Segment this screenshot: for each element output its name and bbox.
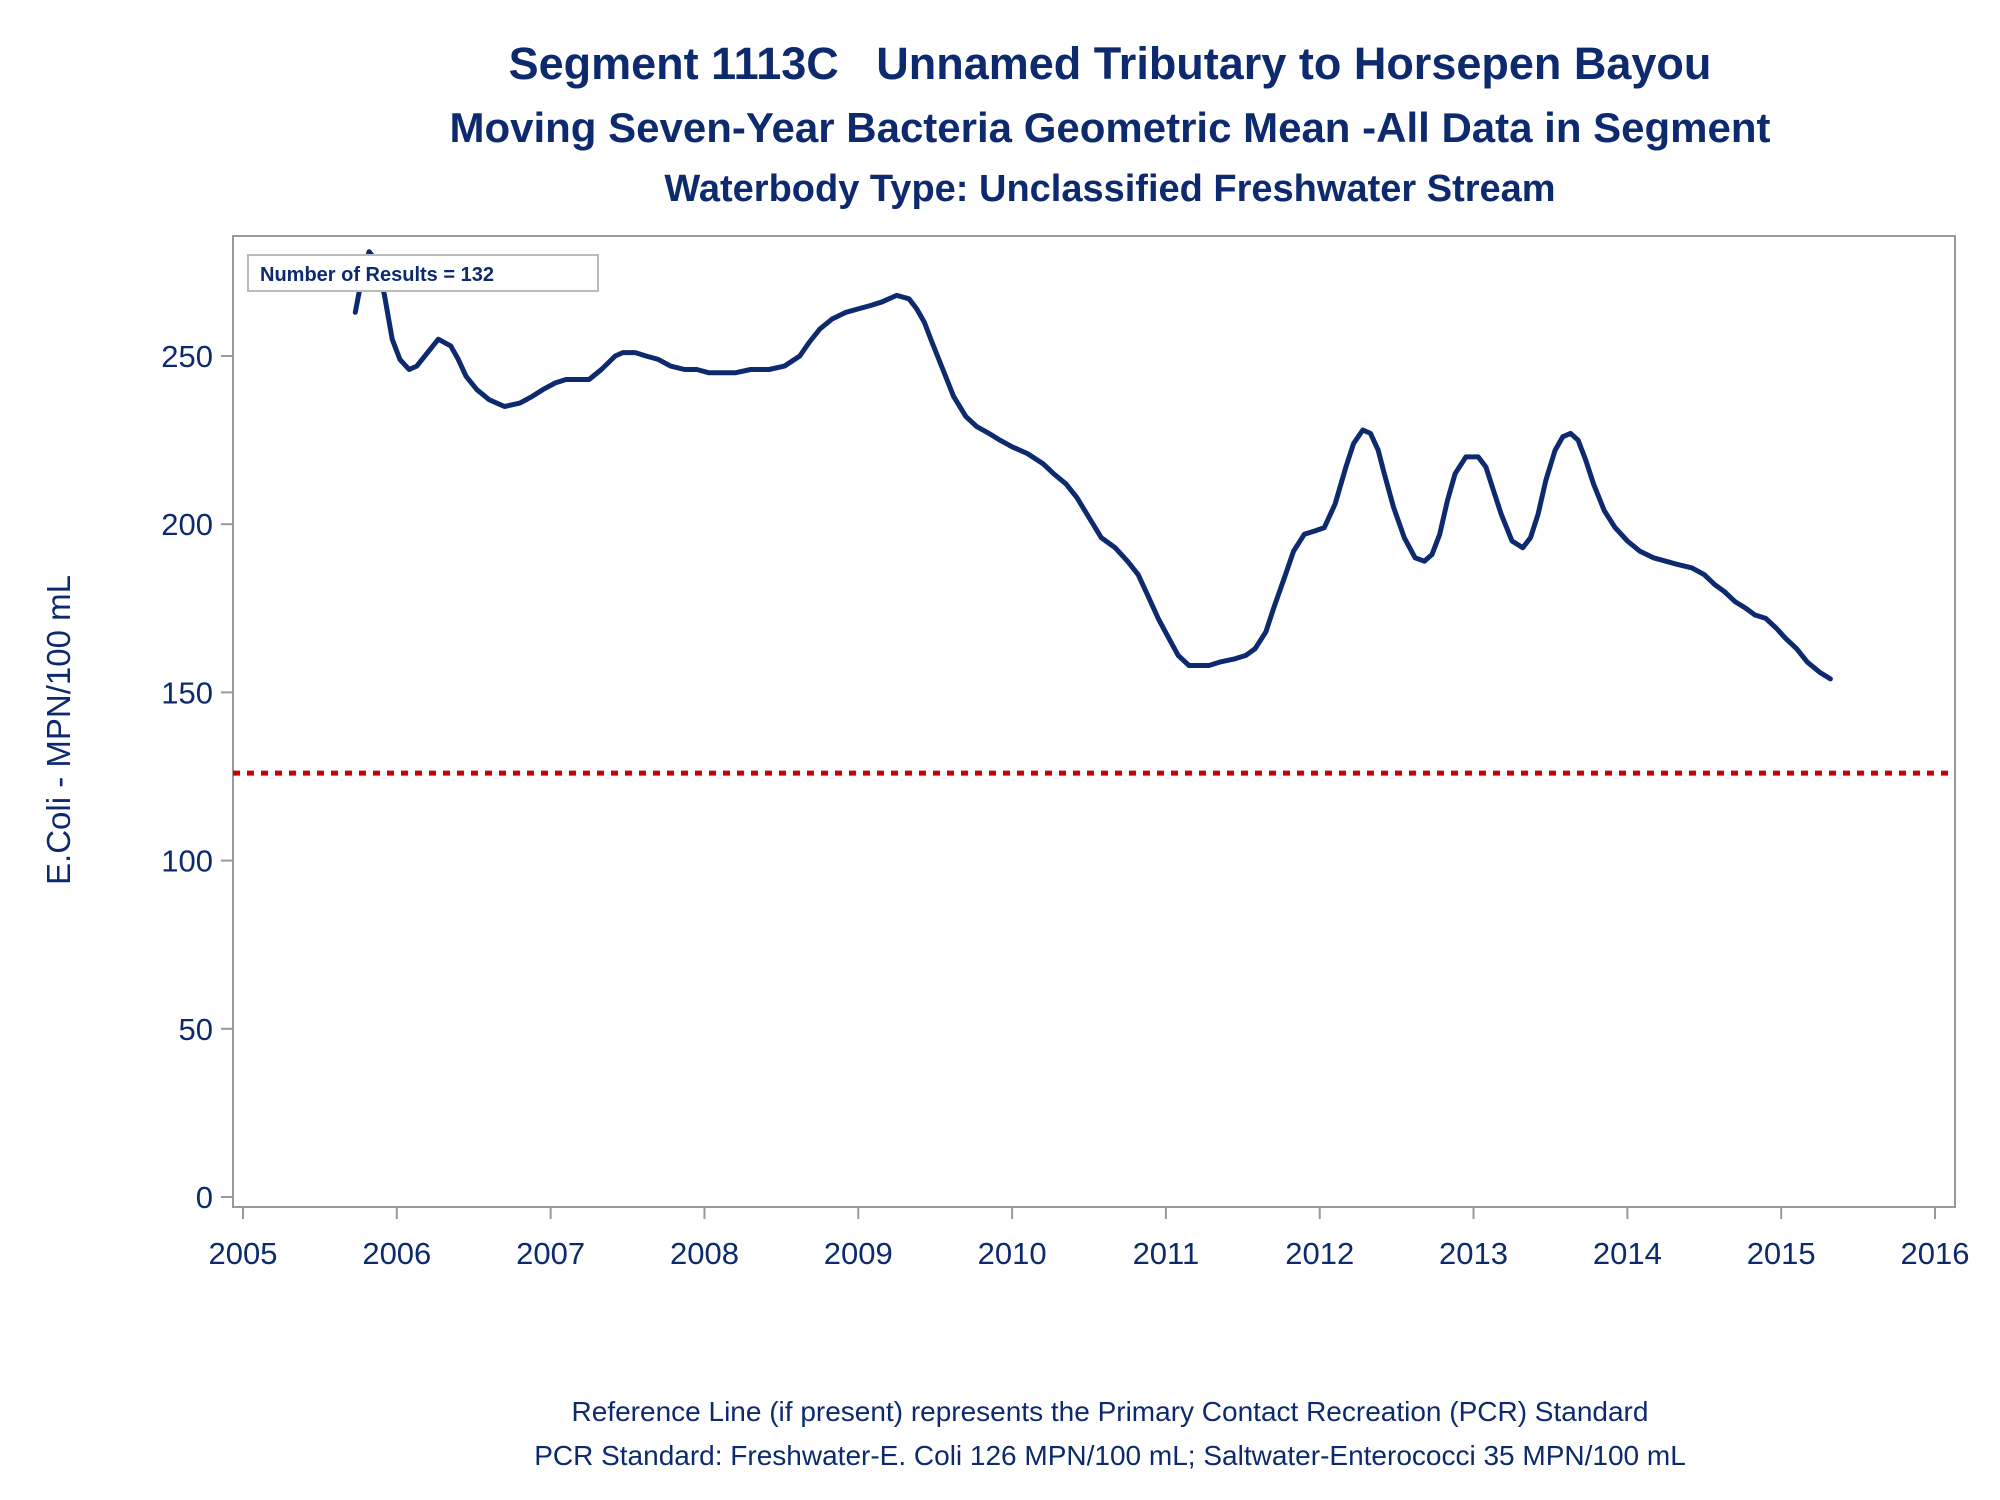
x-axis: 2005 2006 2007 2008 2009 2010 2011 2012 2013 2014…: [209, 1207, 1970, 1271]
results-count-box: Number of Results = 132: [247, 254, 599, 292]
series-line: [352, 249, 1833, 682]
footnote-pcr-standard: PCR Standard: Freshwater-E. Coli 126 MPN…: [534, 1440, 1686, 1471]
y-tick-label: 100: [161, 844, 213, 879]
x-tick-label: 2013: [1439, 1236, 1508, 1271]
x-tick-label: 2006: [362, 1236, 431, 1271]
results-count-frame: [247, 254, 599, 292]
x-tick-label: 2016: [1901, 1236, 1970, 1271]
results-count-label: Number of Results = 132: [260, 264, 494, 286]
y-tick-label: 250: [161, 339, 213, 374]
chart-subtitle: Moving Seven-Year Bacteria Geometric Mea…: [449, 104, 1771, 151]
chart-title: Segment 1113C Unnamed Tributary to Horse…: [508, 38, 1712, 89]
y-tick-label: 50: [179, 1012, 213, 1047]
x-tick-label: 2012: [1285, 1236, 1354, 1271]
x-tick-label: 2010: [978, 1236, 1047, 1271]
y-axis: 0 50 100 150 200 250: [161, 339, 233, 1215]
footnote-reference: Reference Line (if present) represents t…: [571, 1396, 1649, 1427]
plot-frame: [232, 235, 1956, 1208]
x-tick-label: 2015: [1747, 1236, 1816, 1271]
x-tick-label: 2005: [209, 1236, 278, 1271]
x-tick-label: 2008: [670, 1236, 739, 1271]
y-tick-label: 200: [161, 507, 213, 542]
x-tick-label: 2007: [516, 1236, 585, 1271]
x-tick-label: 2009: [824, 1236, 893, 1271]
y-tick-label: 0: [196, 1180, 213, 1215]
x-tick-label: 2011: [1133, 1236, 1200, 1271]
x-tick-label: 2014: [1593, 1236, 1662, 1271]
y-tick-label: 150: [161, 675, 213, 710]
chart-subtitle-waterbody: Waterbody Type: Unclassified Freshwater …: [664, 168, 1556, 210]
y-axis-label: E.Coli - MPN/100 mL: [40, 575, 77, 885]
